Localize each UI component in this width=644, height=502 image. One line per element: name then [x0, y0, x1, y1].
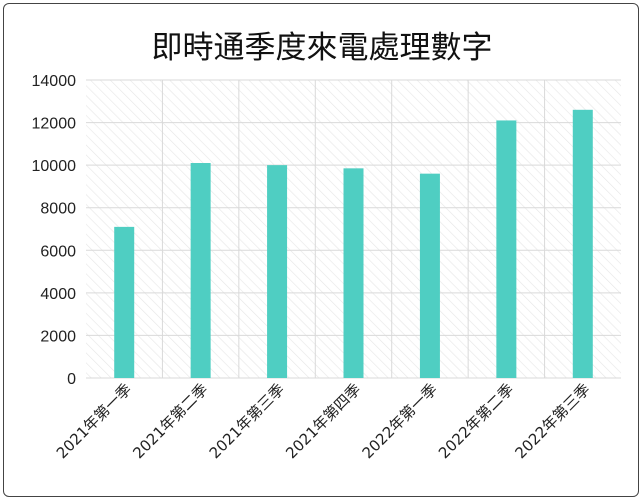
bar: [343, 168, 364, 378]
bar: [267, 165, 288, 378]
x-tick-label: 2022年第二季: [435, 380, 517, 462]
y-tick-label: 0: [67, 371, 76, 388]
y-tick-label: 4000: [40, 286, 76, 303]
bar: [419, 173, 440, 378]
chart-title: 即時通季度來電處理數字: [152, 30, 493, 66]
bar: [114, 226, 135, 378]
chart-frame: 即時通季度來電處理數字 0 2000 4000 6000 8000 10000 12000 1…: [3, 3, 639, 497]
y-tick-label: 12000: [32, 116, 77, 133]
x-tick-label: 2022年第三季: [511, 380, 593, 462]
bar: [190, 163, 211, 378]
y-tick-label: 8000: [40, 201, 76, 218]
y-tick-label: 6000: [40, 243, 76, 260]
y-tick-label: 2000: [40, 328, 76, 345]
x-tick-label: 2021年第一季: [53, 380, 135, 462]
x-tick-label: 2021年第三季: [206, 380, 288, 462]
y-tick-label: 14000: [32, 73, 77, 90]
y-tick-label: 10000: [32, 158, 77, 175]
bar-chart: 即時通季度來電處理數字 0 2000 4000 6000 8000 10000 12000 1…: [32, 30, 621, 462]
x-tick-label: 2021年第二季: [129, 380, 211, 462]
bar: [572, 109, 593, 379]
x-tick-label: 2022年第一季: [359, 380, 441, 462]
bar: [496, 120, 517, 378]
x-tick-label: 2021年第四季: [282, 380, 364, 462]
